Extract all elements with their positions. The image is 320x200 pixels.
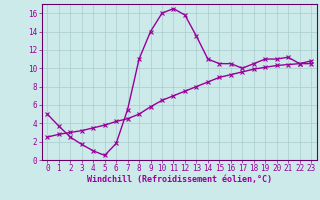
X-axis label: Windchill (Refroidissement éolien,°C): Windchill (Refroidissement éolien,°C) xyxy=(87,175,272,184)
